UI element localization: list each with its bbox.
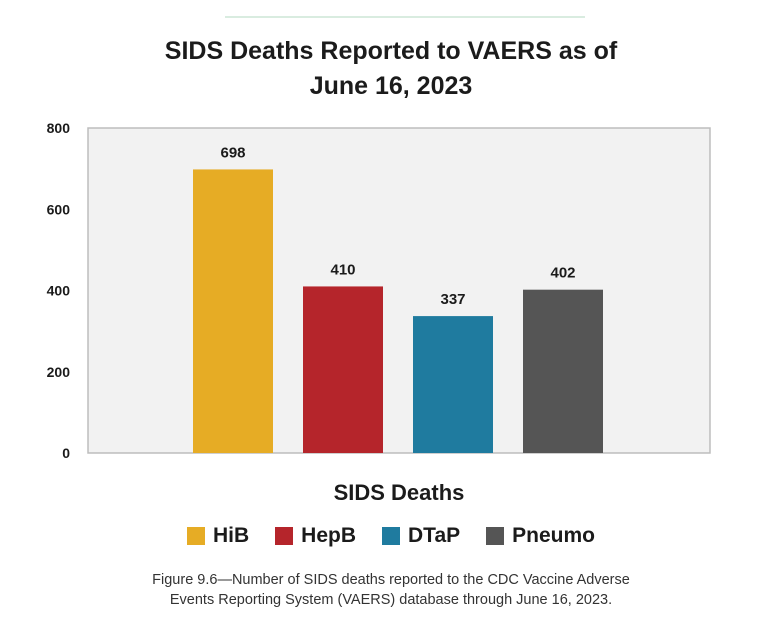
y-tick-label-800: 800 — [47, 120, 71, 136]
y-tick-label-400: 400 — [47, 283, 71, 299]
plot-area — [87, 127, 711, 454]
bar-hib — [193, 169, 273, 453]
y-tick-label-200: 200 — [47, 364, 71, 380]
chart-title-line-2: June 16, 2023 — [309, 72, 473, 100]
data-label-hepb: 410 — [330, 261, 355, 278]
y-axis-ticks: 0 200 400 600 800 — [47, 120, 71, 461]
figure-caption: Figure 9.6—Number of SIDS deaths reporte… — [30, 570, 752, 610]
data-label-hib: 698 — [220, 144, 245, 161]
bar-hepb — [303, 286, 383, 453]
legend-item-hepb: HepB — [275, 524, 356, 548]
legend-swatch-pneumo — [486, 527, 505, 545]
caption-line-2: Events Reporting System (VAERS) database… — [169, 592, 613, 608]
legend-swatch-dtap — [382, 527, 401, 545]
legend-item-dtap: DTaP — [382, 524, 460, 548]
y-tick-label-600: 600 — [47, 201, 71, 217]
chart-title: SIDS Deaths Reported to VAERS as of June… — [0, 34, 782, 104]
legend-swatch-hepb — [275, 527, 294, 545]
legend-swatch-hib — [187, 527, 205, 545]
caption-line-1: Figure 9.6—Number of SIDS deaths reporte… — [152, 572, 630, 588]
bar-pneumo — [523, 289, 603, 453]
data-label-dtap: 337 — [440, 291, 465, 308]
chart-title-line-1: SIDS Deaths Reported to VAERS as of — [164, 37, 618, 65]
legend-label-pneumo: Pneumo — [512, 524, 595, 547]
data-label-pneumo: 402 — [550, 265, 575, 282]
x-axis-label: SIDS Deaths — [334, 480, 465, 505]
legend-item-pneumo: Pneumo — [486, 524, 595, 548]
legend-label-dtap: DTaP — [408, 524, 461, 547]
chart-legend: HiB HepB DTaP Pneumo — [0, 524, 782, 548]
legend-label-hib: HiB — [213, 524, 250, 547]
top-decorative-line — [225, 16, 585, 18]
bars-group — [193, 169, 603, 453]
legend-item-hib: HiB — [187, 524, 249, 548]
bar-dtap — [413, 316, 493, 453]
legend-label-hepb: HepB — [301, 524, 357, 547]
y-tick-label-0: 0 — [62, 445, 70, 461]
data-labels-group: 698 410 337 402 — [220, 144, 575, 308]
